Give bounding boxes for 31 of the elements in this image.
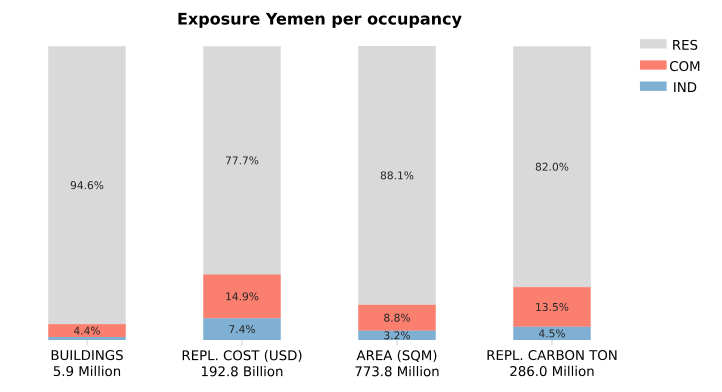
- data-label: 7.4%: [229, 325, 255, 334]
- bar: [203, 318, 281, 340]
- bar: [203, 46, 281, 274]
- x-tick-label: BUILDINGS 5.9 Million: [52, 350, 123, 376]
- bar: [513, 326, 591, 340]
- x-tick-label: REPL. COST (USD) 192.8 Billion: [182, 350, 302, 376]
- bar: [513, 287, 591, 327]
- data-label: 3.2%: [384, 331, 410, 340]
- data-label: 77.7%: [226, 156, 258, 164]
- data-label: 13.5%: [536, 302, 568, 311]
- bar: [358, 330, 436, 340]
- data-label: 4.5%: [538, 329, 565, 338]
- data-label: 82.0%: [536, 162, 568, 171]
- data-label: 94.6%: [70, 181, 104, 190]
- bar: [48, 337, 126, 340]
- bar: [513, 46, 591, 288]
- bar: [48, 46, 126, 324]
- data-label: 4.4%: [74, 326, 100, 335]
- legend-label: IND: [674, 82, 696, 92]
- legend-label: RES: [673, 40, 698, 50]
- data-label: 14.9%: [226, 292, 258, 300]
- x-tick-label: REPL. CARBON TON 286.0 Million: [488, 350, 616, 376]
- bar: [48, 324, 126, 338]
- bar: [203, 274, 281, 318]
- bar: [358, 46, 436, 305]
- x-tick-label: AREA (SQM) 773.8 Million: [355, 350, 439, 376]
- data-label: 88.1%: [380, 171, 414, 180]
- legend-label: COM: [670, 61, 700, 72]
- bar: [358, 304, 436, 331]
- chart-title: Exposure Yemen per occupancy: [178, 12, 462, 28]
- data-label: 8.8%: [384, 314, 410, 322]
